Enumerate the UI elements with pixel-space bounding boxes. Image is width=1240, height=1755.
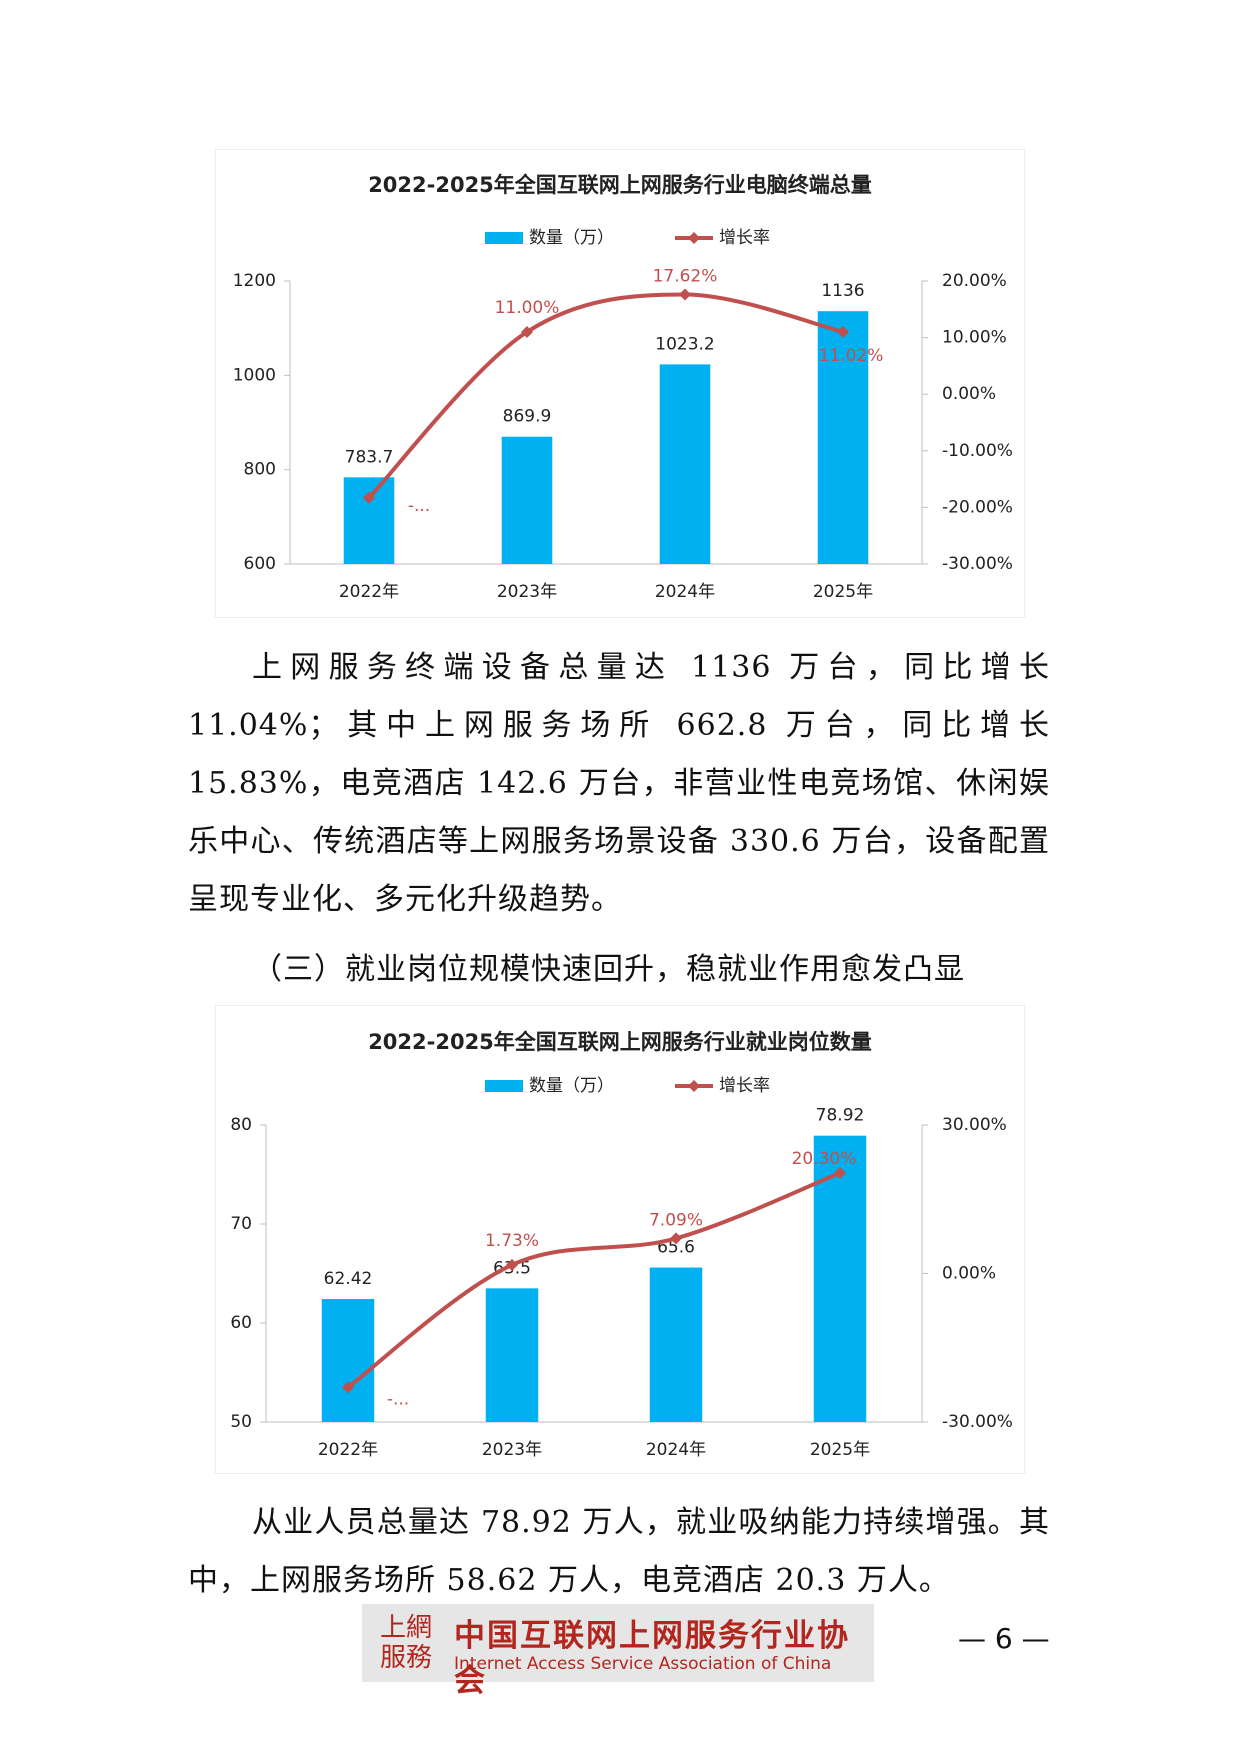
chart: 2022-2025年全国互联网上网服务行业电脑终端总量 600 800 1000 120… xyxy=(215,149,1025,618)
bar xyxy=(343,477,395,564)
logo-mark: 上網服務 xyxy=(379,1613,432,1673)
x-tick-label: 2022年 xyxy=(318,1440,378,1460)
legend-marker xyxy=(688,232,700,244)
legend-swatch xyxy=(485,1080,523,1092)
page-number: — 6 — xyxy=(958,1622,1050,1655)
y-tick-label: 1000 xyxy=(233,365,276,385)
x-tick-label: 2025年 xyxy=(813,582,873,602)
x-tick-label: 2024年 xyxy=(655,582,715,602)
x-tick-label: 2023年 xyxy=(497,582,557,602)
legend-label: 增长率 xyxy=(719,228,770,248)
line-marker xyxy=(670,1232,682,1245)
line-value-label: -... xyxy=(408,496,430,516)
y2-tick-label: 0.00% xyxy=(942,1264,996,1284)
bar-value-label: 1023.2 xyxy=(655,334,714,354)
legend-swatch xyxy=(485,232,523,244)
footer-logo: 上網服務 中国互联网上网服务行业协会 Internet Access Servi… xyxy=(362,1604,874,1699)
x-tick-label: 2022年 xyxy=(339,582,399,602)
bar-value-label: 78.92 xyxy=(816,1106,865,1126)
y2-tick-label: 10.00% xyxy=(942,328,1007,348)
bar xyxy=(659,364,711,564)
bar-value-label: 783.7 xyxy=(345,447,394,467)
y2-tick-label: -20.00% xyxy=(942,497,1013,517)
y-tick-label: 50 xyxy=(230,1412,252,1432)
line-value-label: 1.73% xyxy=(485,1231,539,1251)
chart-title: 2022-2025年全国互联网上网服务行业电脑终端总量 xyxy=(368,173,872,197)
line-value-label: -... xyxy=(387,1389,409,1409)
chart-title: 2022-2025年全国互联网上网服务行业就业岗位数量 xyxy=(368,1030,872,1054)
y-tick-label: 600 xyxy=(244,554,276,574)
legend-label: 增长率 xyxy=(719,1076,770,1096)
section-heading: （三）就业岗位规模快速回升，稳就业作用愈发凸显 xyxy=(252,952,965,987)
line-marker xyxy=(837,325,849,338)
y-tick-label: 1200 xyxy=(233,271,276,291)
legend-label: 数量（万） xyxy=(529,1076,614,1096)
line-marker xyxy=(834,1167,846,1180)
org-name: 中国互联网上网服务行业协会 xyxy=(454,1618,850,1699)
bar xyxy=(649,1267,703,1422)
line-marker xyxy=(342,1381,354,1394)
bar-value-label: 869.9 xyxy=(503,407,552,427)
bar xyxy=(321,1299,375,1422)
line-value-label: 17.62% xyxy=(653,266,718,286)
line-marker xyxy=(521,325,533,338)
x-tick-label: 2024年 xyxy=(646,1440,706,1460)
line-value-label: 20.30% xyxy=(792,1149,857,1169)
bar xyxy=(813,1135,867,1422)
line-marker xyxy=(506,1258,518,1271)
y2-tick-label: 0.00% xyxy=(942,384,996,404)
y2-tick-label: -10.00% xyxy=(942,441,1013,461)
y2-tick-label: -30.00% xyxy=(942,554,1013,574)
legend-label: 数量（万） xyxy=(529,228,614,248)
bar-value-label: 62.42 xyxy=(324,1269,373,1289)
line-value-label: 7.09% xyxy=(649,1210,703,1230)
paragraph: 上网服务终端设备总量达 1136 万台，同比增长 11.04%；其中上网服务场所… xyxy=(188,650,1050,917)
line-value-label: 11.00% xyxy=(495,298,560,318)
y-tick-label: 70 xyxy=(230,1214,252,1234)
bar xyxy=(485,1288,539,1422)
line xyxy=(346,1171,841,1389)
line-marker xyxy=(363,491,375,504)
org-name-en: Internet Access Service Association of C… xyxy=(454,1654,832,1674)
line-value-label: 11.02% xyxy=(819,346,884,366)
x-tick-label: 2023年 xyxy=(482,1440,542,1460)
legend-marker xyxy=(688,1080,700,1092)
x-tick-label: 2025年 xyxy=(810,1440,870,1460)
y-tick-label: 800 xyxy=(244,460,276,480)
y-tick-label: 60 xyxy=(230,1313,252,1333)
chart: 2022-2025年全国互联网上网服务行业就业岗位数量 50 60 70 80 -30.0… xyxy=(215,1005,1025,1474)
y-tick-label: 80 xyxy=(230,1115,252,1135)
y2-tick-label: 30.00% xyxy=(942,1115,1007,1135)
line xyxy=(367,292,844,500)
bar xyxy=(817,311,869,564)
bar xyxy=(501,436,553,564)
y2-tick-label: -30.00% xyxy=(942,1412,1013,1432)
bar-value-label: 1136 xyxy=(821,281,864,301)
line-marker xyxy=(679,288,691,301)
y2-tick-label: 20.00% xyxy=(942,271,1007,291)
paragraph: 从业人员总量达 78.92 万人，就业吸纳能力持续增强。其中，上网服务场所 58… xyxy=(188,1505,1050,1598)
